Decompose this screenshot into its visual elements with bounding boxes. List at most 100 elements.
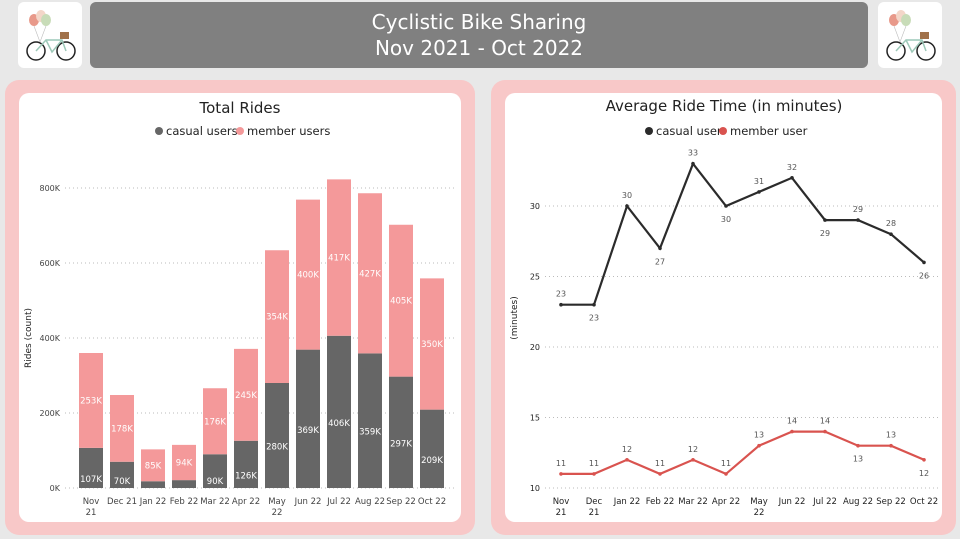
chart-title: Average Ride Time (in minutes) <box>606 97 843 115</box>
x-tick-label: Jan 22 <box>613 497 641 507</box>
bar-member[interactable] <box>203 388 227 455</box>
bar-member[interactable] <box>420 278 444 410</box>
data-label: 29 <box>820 229 830 238</box>
data-point[interactable] <box>592 472 596 476</box>
avg-ride-time-panel <box>491 80 956 535</box>
data-label-casual: 297K <box>390 439 412 449</box>
data-point[interactable] <box>922 260 926 265</box>
data-point[interactable] <box>559 302 563 307</box>
bicycle-balloons-icon <box>26 10 76 61</box>
y-axis-label: Rides (count) <box>24 308 34 368</box>
data-point[interactable] <box>823 218 827 222</box>
bar-casual[interactable] <box>172 480 196 488</box>
y-tick-label: 20 <box>530 343 540 352</box>
data-point[interactable] <box>592 302 596 307</box>
bar-casual[interactable] <box>296 349 320 488</box>
data-label-casual: 369K <box>297 426 319 436</box>
data-label: 33 <box>688 149 698 158</box>
y-tick-label: 25 <box>530 273 540 282</box>
legend-member[interactable]: member user <box>730 124 808 138</box>
data-point[interactable] <box>625 204 629 208</box>
x-tick-label: Aug 22 <box>355 497 385 507</box>
data-point[interactable] <box>691 161 695 166</box>
data-label: 13 <box>853 455 863 464</box>
data-label-member: 400K <box>297 271 319 281</box>
bar-casual[interactable] <box>79 447 103 488</box>
bike-logo-left <box>18 2 82 68</box>
data-point[interactable] <box>790 176 794 180</box>
bar-casual[interactable] <box>327 335 351 488</box>
legend-marker-casual <box>645 127 653 135</box>
legend-casual[interactable]: casual users <box>166 124 238 138</box>
data-point[interactable] <box>922 458 926 462</box>
legend-casual[interactable]: casual user <box>656 124 722 138</box>
bar-casual[interactable] <box>234 440 258 488</box>
bar-member[interactable] <box>110 395 134 462</box>
bar-member[interactable] <box>265 250 289 383</box>
data-label-member: 245K <box>235 391 257 401</box>
data-point[interactable] <box>790 429 794 434</box>
bar-member[interactable] <box>79 353 103 448</box>
data-label-casual: 107K <box>80 475 102 485</box>
data-label-member: 94K <box>176 459 193 469</box>
data-label-casual: 406K <box>328 419 350 429</box>
bar-member[interactable] <box>358 193 382 354</box>
bar-casual[interactable] <box>358 353 382 488</box>
x-tick-label: Jun 22 <box>778 497 806 507</box>
x-tick-label: Mar 22 <box>678 497 708 507</box>
data-point[interactable] <box>889 443 893 448</box>
data-point[interactable] <box>823 429 827 434</box>
line-casual[interactable] <box>561 161 925 306</box>
bar-casual[interactable] <box>110 461 134 488</box>
bar-casual[interactable] <box>203 454 227 488</box>
data-label-member: 85K <box>145 461 162 471</box>
data-point[interactable] <box>856 443 860 448</box>
data-point[interactable] <box>559 472 563 476</box>
data-point[interactable] <box>856 218 860 222</box>
data-label: 32 <box>787 163 797 172</box>
bar-casual[interactable] <box>265 383 289 488</box>
data-point[interactable] <box>658 246 662 251</box>
x-tick-label: Sep 22 <box>386 497 416 507</box>
bar-member[interactable] <box>172 444 196 481</box>
x-tick-label: 21 <box>86 508 97 518</box>
bar-casual[interactable] <box>141 481 165 488</box>
x-tick-label: Dec <box>586 497 603 507</box>
legend-member[interactable]: member users <box>247 124 330 138</box>
data-point[interactable] <box>658 472 662 476</box>
bar-member[interactable] <box>296 199 320 350</box>
bar-member[interactable] <box>141 449 165 482</box>
data-label: 13 <box>754 431 764 440</box>
data-point[interactable] <box>691 458 695 462</box>
legend-marker-casual <box>155 127 163 135</box>
bar-casual[interactable] <box>389 376 413 488</box>
bar-casual[interactable] <box>420 409 444 488</box>
data-label: 14 <box>820 417 830 426</box>
data-point[interactable] <box>724 204 728 208</box>
data-point[interactable] <box>757 190 761 194</box>
data-label-member: 176K <box>204 417 226 427</box>
data-label: 12 <box>622 445 632 454</box>
data-label-casual: 90K <box>207 477 224 487</box>
data-label: 30 <box>622 191 632 200</box>
data-point[interactable] <box>625 458 629 462</box>
data-label-member: 178K <box>111 424 133 434</box>
x-tick-label: Aug 22 <box>843 497 873 507</box>
data-label-member: 253K <box>80 396 102 406</box>
data-point[interactable] <box>757 443 761 448</box>
bar-member[interactable] <box>389 224 413 377</box>
x-tick-label: Nov <box>553 497 570 507</box>
data-point[interactable] <box>724 472 728 476</box>
bar-member[interactable] <box>327 179 351 336</box>
x-tick-label: 21 <box>589 508 600 518</box>
data-label: 11 <box>655 459 665 468</box>
data-point[interactable] <box>889 232 893 236</box>
bar-member[interactable] <box>234 348 258 441</box>
x-tick-label: Jun 22 <box>294 497 322 507</box>
dashboard-subtitle: Nov 2021 - Oct 2022 <box>374 36 584 60</box>
x-tick-label: Sep 22 <box>876 497 906 507</box>
dashboard-header: Cyclistic Bike Sharing Nov 2021 - Oct 20… <box>90 2 868 68</box>
line-member[interactable] <box>561 430 925 476</box>
data-label: 23 <box>589 314 599 323</box>
